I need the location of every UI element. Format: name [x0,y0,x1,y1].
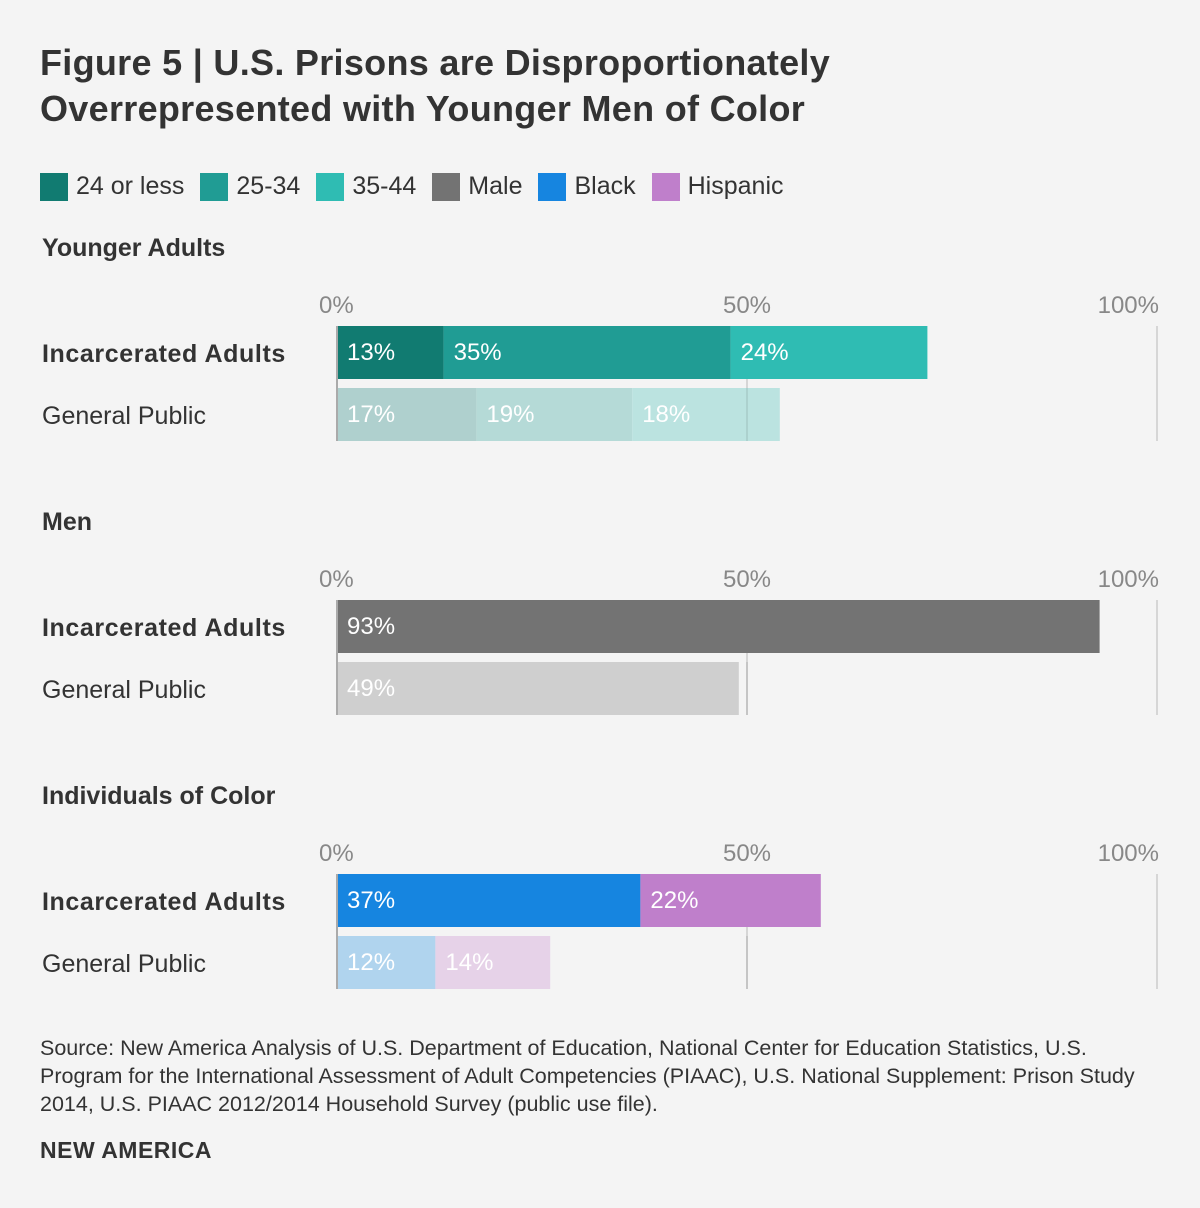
category-label: Incarcerated Adults [42,340,286,368]
data-label: 14% [445,949,493,976]
data-label: 93% [347,613,395,640]
legend-swatch [651,172,680,201]
data-label: 22% [650,887,698,914]
data-label: 13% [347,339,395,366]
legend-swatch [432,172,461,201]
data-label: 17% [347,401,395,428]
panel-title: Men [42,508,92,536]
legend-item: Male [432,172,522,201]
legend-item: 35-44 [316,172,416,201]
chart-title: Figure 5 | U.S. Prisons are Disproportio… [40,40,830,132]
legend-label: Hispanic [687,172,784,200]
data-label: 18% [642,401,690,428]
tick-label: 0% [319,840,354,867]
legend-swatch [316,172,345,201]
panel-title: Younger Adults [42,234,225,262]
data-label: 49% [347,675,395,702]
data-label: 37% [347,887,395,914]
legend: 24 or less 25-34 35-44 Male Black Hispan… [40,172,800,201]
bar-segment [337,388,477,441]
data-label: 12% [347,949,395,976]
bar-segment [337,874,641,927]
title-line-2: Overrepresented with Younger Men of Colo… [40,88,806,129]
legend-item: 24 or less [40,172,184,201]
data-label: 24% [741,339,789,366]
bar-segment [337,936,436,989]
legend-item: 25-34 [200,172,300,201]
legend-swatch [40,172,68,201]
tick-label: 50% [723,292,771,319]
legend-label: Male [468,172,523,200]
data-label: 19% [486,401,534,428]
bar-segment [435,936,551,989]
legend-label: 25-34 [236,172,301,200]
data-label: 35% [454,339,502,366]
category-label: General Public [42,950,206,978]
tick-label: 50% [723,566,771,593]
bar-segment [337,326,444,379]
tick-label: 100% [1098,566,1159,593]
legend-label: 24 or less [76,172,185,200]
panel-title: Individuals of Color [42,782,276,810]
tick-label: 0% [319,292,354,319]
tick-label: 0% [319,566,354,593]
bar-segment [640,874,821,927]
legend-label: 35-44 [352,172,417,200]
category-label: General Public [42,402,206,430]
bar-segment [632,388,780,441]
tick-label: 100% [1098,840,1159,867]
title-line-1: Figure 5 | U.S. Prisons are Disproportio… [40,42,831,83]
brand-logo: NEW AMERICA [40,1137,213,1163]
legend-item: Black [538,172,636,201]
bar-segment [337,662,739,715]
source-note: Source: New America Analysis of U.S. Dep… [40,1036,1135,1116]
legend-swatch [538,172,567,201]
category-label: Incarcerated Adults [42,888,286,916]
bar-segment [476,388,633,441]
tick-label: 100% [1098,292,1159,319]
bar-segment [730,326,928,379]
bar-segment [337,600,1100,653]
legend-swatch [200,172,229,201]
category-label: General Public [42,676,206,704]
tick-label: 50% [723,840,771,867]
bar-segment [443,326,731,379]
legend-item: Hispanic [651,172,784,201]
category-label: Incarcerated Adults [42,614,286,642]
legend-label: Black [574,172,636,200]
